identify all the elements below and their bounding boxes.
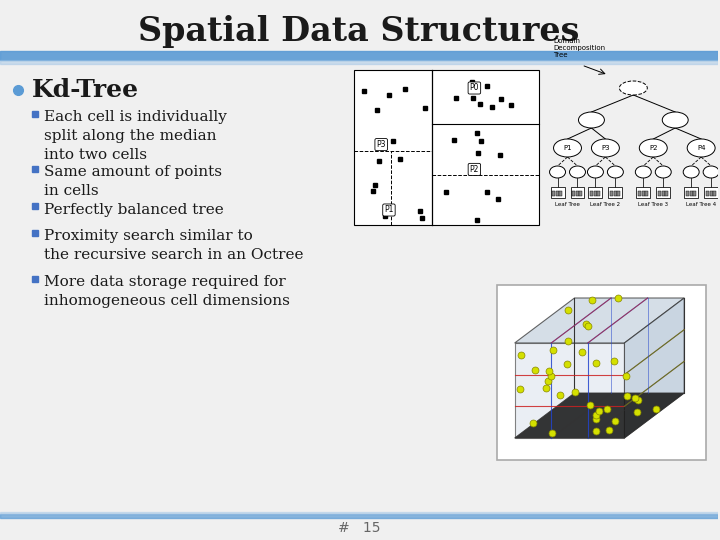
Bar	[610, 191, 613, 196]
Text: Leaf Tree 4: Leaf Tree 4	[686, 202, 716, 207]
Ellipse shape	[591, 139, 619, 157]
Bar	[638, 191, 641, 196]
Bar	[706, 191, 708, 196]
Ellipse shape	[570, 166, 585, 178]
Bar	[32, 111, 38, 117]
Text: Domain
Decomposition
Tree: Domain Decomposition Tree	[554, 38, 606, 58]
Text: P3: P3	[601, 145, 610, 151]
Bar	[0, 60, 718, 64]
Bar	[704, 187, 718, 198]
Polygon shape	[515, 393, 684, 438]
Bar	[552, 191, 555, 196]
Polygon shape	[515, 298, 684, 343]
Bar	[690, 191, 693, 196]
Bar	[572, 191, 575, 196]
Bar	[551, 187, 564, 198]
Text: More data storage required for
inhomogeneous cell dimensions: More data storage required for inhomogen…	[44, 275, 289, 308]
Text: Kd-Tree: Kd-Tree	[32, 78, 139, 102]
Bar	[594, 191, 597, 196]
Ellipse shape	[683, 166, 699, 178]
Text: P4: P4	[697, 145, 706, 151]
Bar	[570, 187, 585, 198]
Bar	[32, 230, 38, 236]
Bar	[0, 514, 718, 518]
Bar	[559, 191, 562, 196]
Bar	[0, 512, 718, 514]
Ellipse shape	[662, 112, 688, 128]
Bar	[32, 203, 38, 209]
Text: Same amount of points
in cells: Same amount of points in cells	[44, 165, 222, 198]
Ellipse shape	[554, 139, 582, 157]
Ellipse shape	[588, 166, 603, 178]
Bar	[588, 187, 603, 198]
Text: #   15: # 15	[338, 521, 380, 535]
Text: P2: P2	[649, 145, 657, 151]
Ellipse shape	[703, 166, 719, 178]
Ellipse shape	[635, 166, 652, 178]
Bar	[642, 191, 645, 196]
Bar	[614, 191, 617, 196]
Text: Leaf Tree 3: Leaf Tree 3	[638, 202, 668, 207]
Text: P3: P3	[377, 140, 386, 149]
Bar	[556, 191, 559, 196]
Text: Leaf Tree: Leaf Tree	[555, 202, 580, 207]
Text: P0: P0	[469, 84, 479, 92]
Bar	[636, 187, 650, 198]
Bar	[497, 285, 706, 460]
Text: P1: P1	[384, 206, 394, 214]
Ellipse shape	[655, 166, 671, 178]
Text: Spatial Data Structures: Spatial Data Structures	[138, 16, 580, 49]
Bar	[662, 191, 665, 196]
Bar	[656, 187, 670, 198]
Bar	[617, 191, 620, 196]
Bar	[576, 191, 579, 196]
Bar	[32, 166, 38, 172]
Ellipse shape	[578, 112, 604, 128]
Bar	[590, 191, 593, 196]
Ellipse shape	[619, 81, 647, 95]
Bar	[0, 51, 718, 60]
Ellipse shape	[687, 139, 715, 157]
Bar	[354, 70, 539, 225]
Ellipse shape	[639, 139, 667, 157]
Ellipse shape	[549, 166, 565, 178]
Text: Each cell is individually
split along the median
into two cells: Each cell is individually split along th…	[44, 110, 227, 162]
Bar	[658, 191, 661, 196]
Bar	[32, 276, 38, 282]
Bar	[710, 191, 713, 196]
Bar	[713, 191, 716, 196]
Bar	[597, 191, 600, 196]
Text: Perfectly balanced tree: Perfectly balanced tree	[44, 203, 224, 217]
Bar	[608, 187, 622, 198]
Bar	[515, 343, 624, 438]
Polygon shape	[624, 298, 684, 438]
Text: P2: P2	[469, 165, 479, 174]
Bar	[579, 191, 582, 196]
Bar	[645, 191, 648, 196]
Text: Leaf Tree 2: Leaf Tree 2	[590, 202, 621, 207]
Text: P1: P1	[563, 145, 572, 151]
Bar	[693, 191, 696, 196]
Bar	[684, 187, 698, 198]
Ellipse shape	[608, 166, 624, 178]
Bar	[665, 191, 667, 196]
Bar	[685, 191, 689, 196]
Text: Proximity search similar to
the recursive search in an Octree: Proximity search similar to the recursiv…	[44, 229, 303, 262]
